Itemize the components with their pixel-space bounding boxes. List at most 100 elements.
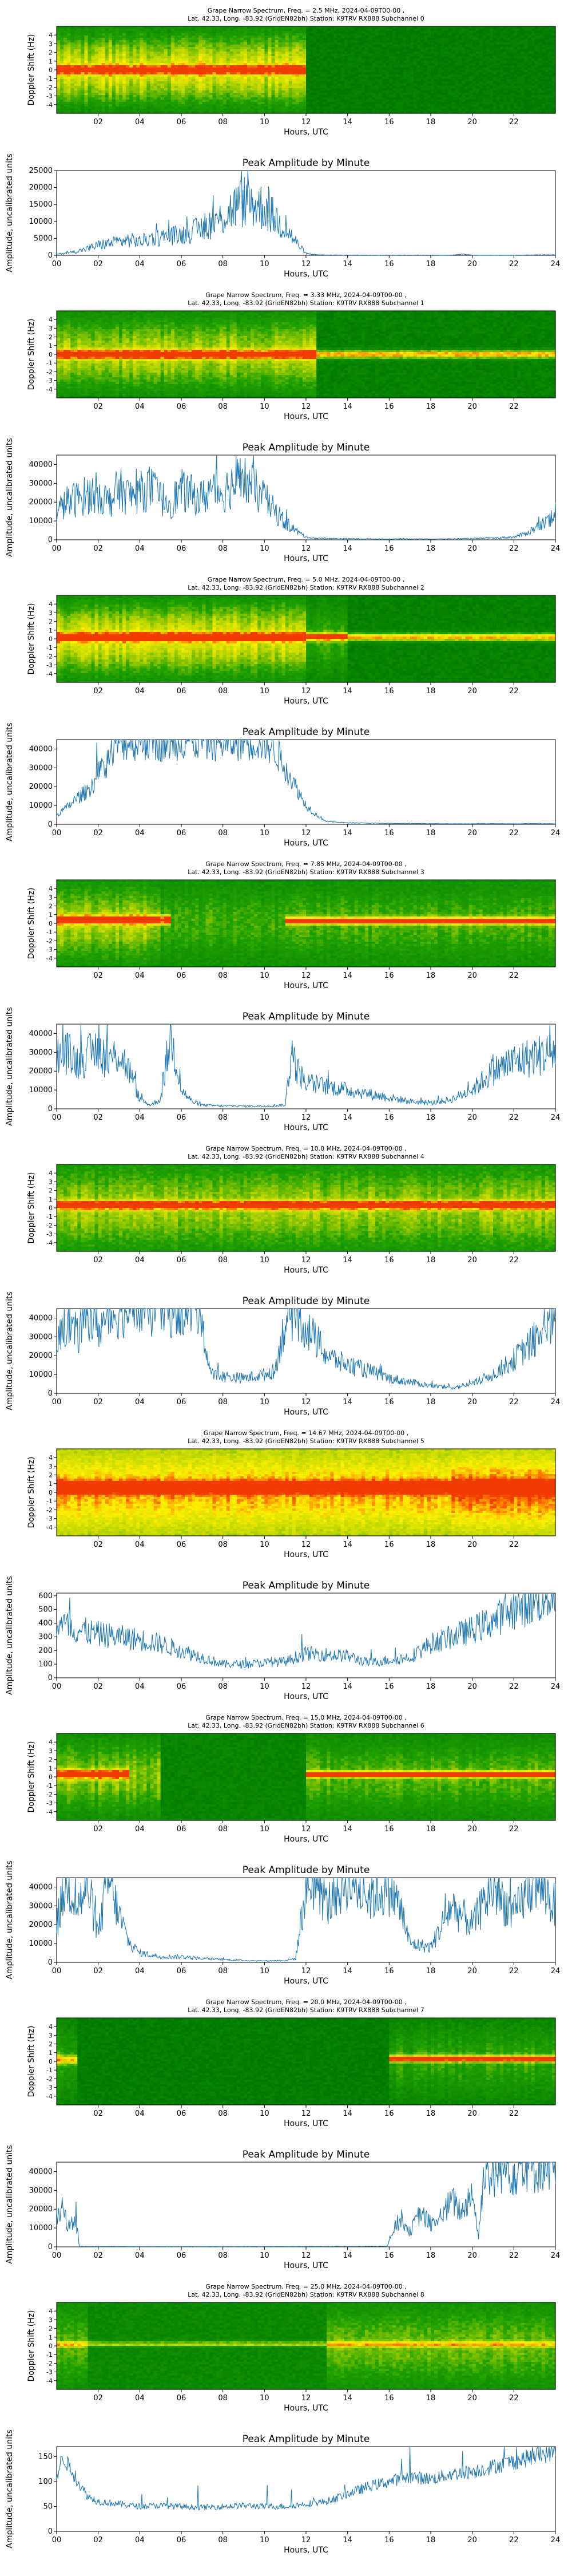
spectrogram-cell: [102, 35, 106, 38]
spectrogram-cell: [77, 65, 81, 68]
spectrogram-cell: [70, 47, 74, 50]
spectrogram-cell: [57, 45, 61, 48]
spectrogram-cell: [116, 93, 120, 96]
spectrogram-cell: [92, 90, 96, 93]
spectrogram-cell: [122, 72, 126, 75]
spectrogram-cell: [92, 54, 96, 57]
spectrogram-cell: [67, 38, 71, 41]
spectrogram-cell: [88, 61, 92, 64]
spectrogram-cell: [57, 102, 61, 105]
spectrogram-cell: [74, 61, 78, 64]
spectrogram-cell: [63, 106, 67, 109]
spectrogram-cell: [60, 61, 64, 64]
spectrogram-cell: [70, 65, 74, 68]
spectrogram-cell: [67, 63, 71, 66]
spectrogram-cell: [57, 42, 61, 45]
spectrogram-cell: [70, 74, 74, 77]
spectrogram-cell: [84, 77, 88, 80]
spectrogram-cell: [88, 45, 92, 48]
spectrogram-cell: [119, 40, 123, 43]
spectrogram-cell: [60, 38, 64, 41]
spectrogram-cell: [98, 106, 102, 109]
spectrogram-cell: [95, 88, 99, 91]
spectrogram-cell: [122, 26, 126, 29]
spectrogram-cell: [98, 84, 102, 86]
spectrogram-cell: [116, 102, 120, 105]
spectrogram-cell: [95, 56, 99, 59]
spectrogram-cell: [67, 90, 71, 93]
spectrogram-cell: [74, 42, 78, 45]
spectrogram-cell: [126, 38, 130, 41]
spectrogram-cell: [77, 33, 81, 36]
spectrogram-cell: [88, 56, 92, 59]
spectrogram-cell: [60, 84, 64, 86]
spectrogram-cell: [77, 104, 81, 107]
spectrogram-cell: [95, 77, 99, 80]
spectrogram-cell: [95, 54, 99, 57]
spectrogram-cell: [88, 90, 92, 93]
spectrogram-cell: [67, 106, 71, 109]
spectrogram-cell: [88, 74, 92, 77]
spectrogram-cell: [126, 70, 130, 73]
spectrogram-cell: [112, 58, 116, 61]
spectrogram-cell: [112, 104, 116, 107]
spectrogram-cell: [95, 40, 99, 43]
spectrogram-cell: [74, 106, 78, 109]
spectrogram-cell: [116, 70, 120, 73]
spectrogram-cell: [88, 95, 92, 98]
spectrogram-cell: [88, 93, 92, 96]
spectrogram-cell: [74, 77, 78, 80]
spectrogram-cell: [102, 26, 106, 29]
spectrogram-cell: [84, 93, 88, 96]
spectrogram-cell: [95, 35, 99, 38]
spectrogram-cell: [81, 97, 85, 100]
spectrogram-cell: [105, 52, 109, 54]
spectrogram-cell: [84, 88, 88, 91]
spectrogram-cell: [74, 31, 78, 34]
spectrogram-cell: [88, 54, 92, 57]
spectrogram-cell: [109, 61, 113, 64]
spectrogram-cell: [63, 102, 67, 105]
spectrogram-cell: [63, 42, 67, 45]
spectrogram-cell: [112, 54, 116, 57]
spectrogram-cell: [102, 93, 106, 96]
spectrogram-cell: [84, 52, 88, 54]
spectrogram-cell: [57, 52, 61, 54]
spectrogram-cell: [126, 72, 130, 75]
spectrogram-cell: [67, 100, 71, 102]
spectrogram-cell: [84, 104, 88, 107]
spectrogram-cell: [122, 90, 126, 93]
spectrogram-cell: [116, 104, 120, 107]
spectrogram-cell: [63, 90, 67, 93]
spectrogram-cell: [119, 102, 123, 105]
spectrogram-cell: [122, 70, 126, 73]
spectrogram-cell: [105, 49, 109, 52]
spectrogram-cell: [57, 65, 61, 68]
spectrogram-cell: [70, 58, 74, 61]
spectrogram-cell: [122, 58, 126, 61]
spectrogram-cell: [57, 54, 61, 57]
spectrogram-cell: [84, 100, 88, 102]
spectrogram-cell: [116, 49, 120, 52]
spectrogram-cell: [70, 40, 74, 43]
spectrogram-cell: [92, 84, 96, 86]
spectrogram-cell: [57, 106, 61, 109]
spectrogram-cell: [98, 90, 102, 93]
spectrogram-cell: [119, 56, 123, 59]
spectrogram-cell: [63, 72, 67, 75]
spectrogram-cell: [84, 56, 88, 59]
spectrogram-cell: [105, 31, 109, 34]
spectrogram-cell: [109, 74, 113, 77]
spectrogram-cell: [102, 102, 106, 105]
spectrogram-cell: [67, 97, 71, 100]
spectrogram-cell: [74, 68, 78, 70]
spectrogram-cell: [109, 70, 113, 73]
spectrogram-cell: [81, 65, 85, 68]
spectrogram-cell: [102, 84, 106, 86]
spectrogram-cell: [77, 72, 81, 75]
spectrogram-cell: [63, 52, 67, 54]
spectrogram-cell: [95, 47, 99, 50]
spectrogram-cell: [81, 49, 85, 52]
spectrogram-cell: [102, 42, 106, 45]
spectrogram-cell: [63, 84, 67, 86]
